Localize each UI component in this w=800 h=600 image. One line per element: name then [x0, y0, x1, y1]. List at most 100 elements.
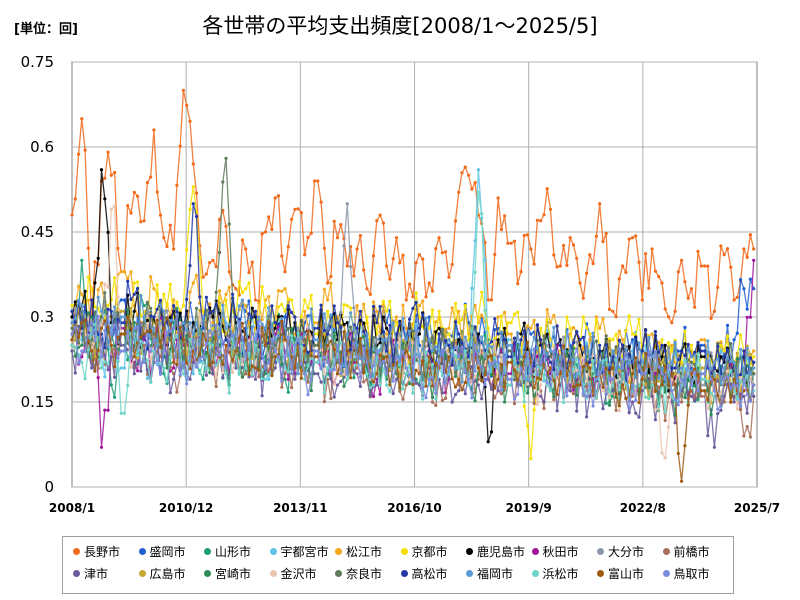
data-point [132, 190, 136, 194]
data-point [421, 348, 425, 352]
data-point [647, 386, 651, 390]
data-point [267, 295, 271, 299]
data-point [673, 361, 677, 365]
data-point [748, 435, 753, 439]
data-point [739, 379, 743, 383]
y-tick-label: 0 [44, 478, 54, 496]
data-point [450, 363, 454, 367]
data-point [332, 331, 336, 335]
data-point [119, 270, 123, 274]
data-point [447, 338, 451, 342]
data-point [388, 334, 392, 338]
data-point [106, 362, 110, 366]
data-point [473, 375, 477, 379]
data-point [457, 190, 461, 194]
data-point [286, 326, 290, 331]
data-point [168, 329, 172, 333]
data-point [683, 325, 687, 329]
data-point [152, 326, 156, 330]
data-point [106, 368, 110, 372]
data-point [129, 355, 133, 359]
data-point [129, 297, 133, 302]
data-point [168, 369, 172, 373]
data-point [470, 286, 474, 290]
data-point [706, 398, 710, 402]
legend-label: 浜松市 [542, 566, 579, 581]
data-point [122, 270, 126, 274]
data-point [352, 341, 356, 345]
data-point [427, 377, 431, 381]
legend-item: 秋田市 [531, 540, 598, 562]
data-point [303, 332, 307, 336]
data-point [489, 387, 494, 391]
data-point [221, 376, 225, 380]
data-point [647, 286, 651, 290]
data-point [644, 382, 648, 386]
data-point [568, 372, 572, 376]
data-point [204, 272, 208, 276]
data-point [250, 331, 254, 335]
data-point [204, 295, 208, 299]
data-point [499, 227, 503, 232]
data-point [116, 246, 120, 250]
data-point [532, 401, 536, 405]
data-point [93, 260, 97, 264]
data-point [109, 309, 113, 313]
data-point [227, 322, 231, 326]
data-point [345, 332, 349, 336]
data-point [385, 332, 389, 336]
data-point [322, 246, 326, 250]
data-point [529, 326, 533, 330]
data-point [535, 354, 540, 358]
data-point [381, 338, 385, 342]
data-point [188, 264, 192, 268]
data-point [303, 298, 307, 302]
data-point [152, 338, 156, 342]
data-point [149, 357, 153, 361]
data-point [299, 362, 303, 366]
data-point [634, 398, 638, 402]
data-point [109, 207, 113, 211]
data-point [404, 298, 408, 302]
data-point [217, 218, 222, 222]
data-point [621, 383, 625, 387]
data-point [214, 375, 218, 379]
data-point [427, 355, 431, 359]
data-point [447, 355, 451, 359]
data-point [326, 360, 330, 364]
data-point [329, 313, 333, 317]
data-point [299, 318, 303, 322]
data-point [725, 323, 730, 327]
data-point [585, 384, 589, 388]
data-point [293, 366, 297, 370]
data-point [522, 329, 526, 333]
data-point [552, 253, 556, 257]
data-point [650, 377, 654, 381]
data-point [375, 372, 379, 376]
data-point [388, 277, 392, 281]
data-point [211, 372, 215, 376]
data-point [80, 117, 84, 121]
data-point [322, 390, 326, 395]
data-point [453, 320, 458, 324]
data-point [149, 349, 153, 353]
data-point [93, 369, 97, 373]
data-point [286, 304, 290, 308]
data-point [647, 350, 651, 354]
data-point [670, 372, 674, 376]
data-point [332, 383, 336, 387]
data-point [683, 280, 687, 284]
data-point [358, 337, 362, 341]
data-point [739, 404, 743, 408]
data-point [155, 359, 159, 363]
data-point [526, 424, 530, 428]
data-point [145, 318, 149, 323]
data-point [240, 321, 244, 325]
data-point [119, 332, 123, 336]
data-point [191, 202, 195, 206]
data-point [240, 290, 244, 295]
data-point [752, 394, 756, 398]
data-point [709, 391, 713, 395]
data-point [699, 349, 703, 353]
data-point [712, 309, 717, 313]
